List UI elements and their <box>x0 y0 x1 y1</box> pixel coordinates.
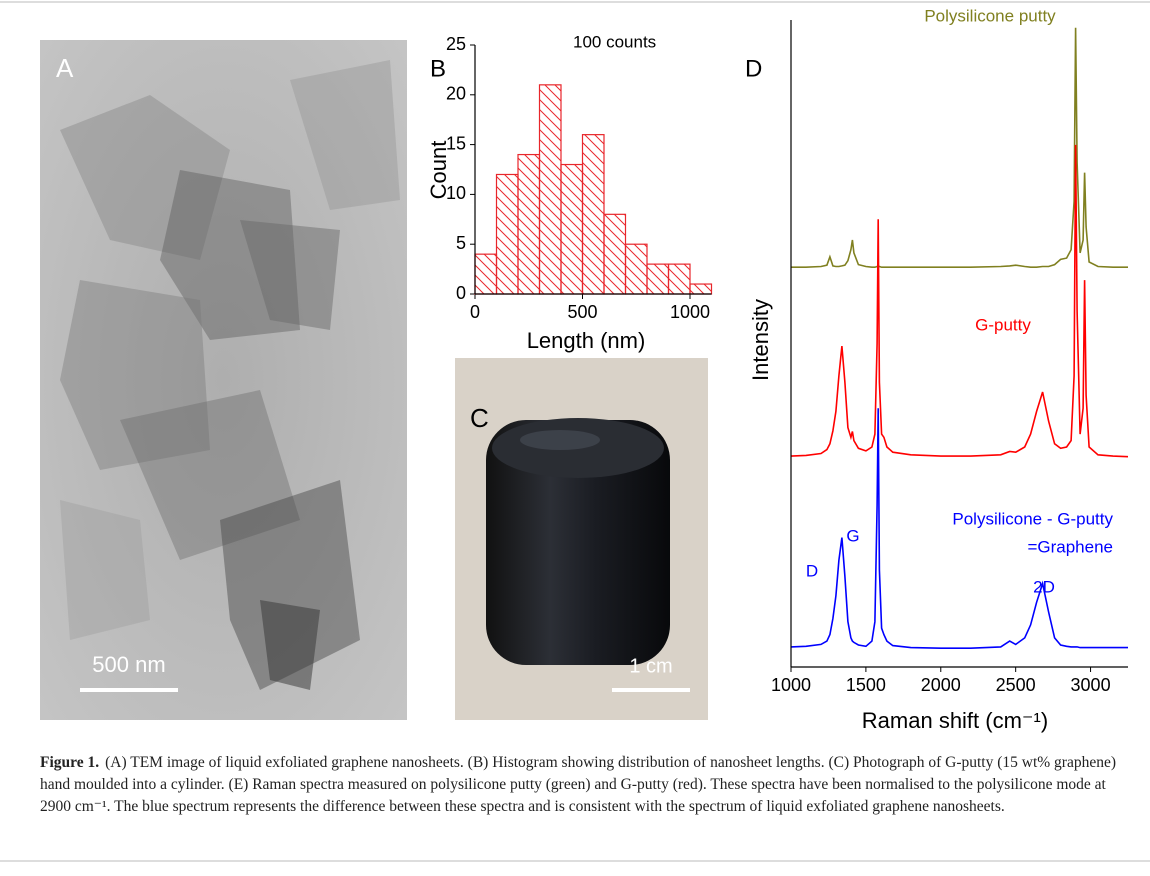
x-tick-label: 1500 <box>846 675 886 695</box>
caption-label: Figure 1. <box>40 754 99 771</box>
annotation: 2D <box>1033 577 1055 596</box>
histogram-bar <box>604 214 626 294</box>
spectrum-line <box>791 28 1128 267</box>
panel-label: B <box>430 55 446 82</box>
y-tick-label: 20 <box>446 84 466 104</box>
figure-caption: Figure 1.(A) TEM image of liquid exfolia… <box>40 752 1130 818</box>
y-tick-label: 0 <box>456 283 466 303</box>
x-tick-label: 1000 <box>771 675 811 695</box>
histogram-bar <box>583 135 605 294</box>
annotation: D <box>806 561 818 580</box>
annotation: =Graphene <box>1027 537 1113 556</box>
panel-label: A <box>56 53 74 83</box>
panel-label: C <box>470 403 489 433</box>
x-tick-label: 3000 <box>1071 675 1111 695</box>
x-tick-label: 0 <box>470 302 480 322</box>
figure: A 500 nm C 1 cm BLength (nm)Count0500100… <box>0 0 1150 876</box>
histogram-bar <box>497 174 519 294</box>
histogram-bar <box>561 165 583 294</box>
x-tick-label: 500 <box>567 302 597 322</box>
histogram-bar <box>518 155 540 294</box>
y-axis-title: Intensity <box>748 299 773 381</box>
panel-label: D <box>745 55 762 82</box>
histogram-bar <box>626 244 648 294</box>
histogram-bar <box>540 85 562 294</box>
x-tick-label: 1000 <box>670 302 710 322</box>
tem-image <box>40 40 407 720</box>
histogram-bar <box>690 284 712 294</box>
series-label: G-putty <box>975 315 1031 334</box>
histogram-bar <box>669 264 691 294</box>
x-tick-label: 2000 <box>921 675 961 695</box>
annotation: 100 counts <box>573 32 656 51</box>
x-tick-label: 2500 <box>996 675 1036 695</box>
y-tick-label: 15 <box>446 133 466 153</box>
series-label: Polysilicone - G-putty <box>952 509 1113 528</box>
y-tick-label: 25 <box>446 34 466 54</box>
y-tick-label: 10 <box>446 183 466 203</box>
series-label: Polysilicone putty <box>924 6 1056 25</box>
caption-text: (A) TEM image of liquid exfoliated graph… <box>40 754 1116 815</box>
x-axis-title: Raman shift (cm⁻¹) <box>862 708 1048 733</box>
y-tick-label: 5 <box>456 233 466 253</box>
page: {"figure": {"panel_a": {"label": "A", "s… <box>0 0 1150 876</box>
scale-bar-label: 500 nm <box>92 652 165 677</box>
annotation: G <box>846 526 859 545</box>
scale-bar-label: 1 cm <box>629 655 672 677</box>
histogram-bar <box>475 254 497 294</box>
histogram-bar <box>647 264 669 294</box>
x-axis-title: Length (nm) <box>527 328 646 353</box>
